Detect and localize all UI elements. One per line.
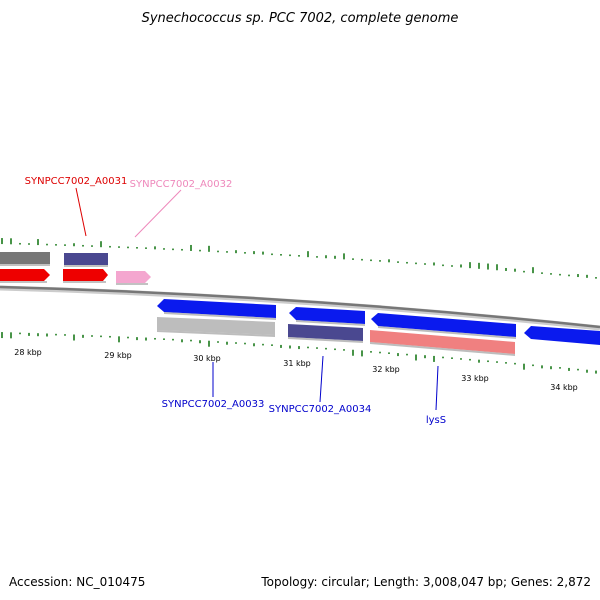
tick-label: 32 kbp <box>372 365 400 374</box>
gene-arrow[interactable] <box>63 269 108 281</box>
gene-label-syn-a0032[interactable]: SYNPCC7002_A0032 <box>130 179 233 190</box>
tick-label: 28 kbp <box>14 348 42 357</box>
gene-box-syn-a0033[interactable] <box>157 317 275 335</box>
gene-shadows-bottom <box>157 312 516 356</box>
gc-content-top-track <box>1 238 597 279</box>
gene-arrow[interactable] <box>157 299 276 318</box>
gene-label-lys-s[interactable]: lysS <box>426 415 446 426</box>
gene-arrow-lys-s[interactable] <box>371 313 516 337</box>
tick-label: 30 kbp <box>193 354 221 363</box>
gene-arrow[interactable] <box>64 253 108 265</box>
gene-arrow-syn-a0032[interactable] <box>116 271 151 283</box>
genome-backbone <box>0 285 600 329</box>
leader-line <box>75 187 87 237</box>
leader-line <box>134 189 182 238</box>
gene-shadows-top <box>0 264 148 285</box>
gene-box-syn-a0034[interactable] <box>288 324 363 341</box>
gene-arrow[interactable] <box>524 326 600 345</box>
tick-label: 34 kbp <box>550 383 578 392</box>
gene-labels: SYNPCC7002_A0031 SYNPCC7002_A0032 SYNPCC… <box>25 176 446 426</box>
genome-summary-text: Topology: circular; Length: 3,008,047 bp… <box>260 575 591 589</box>
tick-label: 33 kbp <box>461 374 489 383</box>
tick-label: 29 kbp <box>104 351 132 360</box>
accession-text: Accession: NC_010475 <box>9 575 145 589</box>
gene-label-leaders <box>75 187 439 411</box>
gene-label-syn-a0034[interactable]: SYNPCC7002_A0034 <box>269 404 372 415</box>
genome-title: Synechococcus sp. PCC 7002, complete gen… <box>142 11 459 26</box>
gc-content-bottom-track <box>1 332 597 374</box>
tick-label: 31 kbp <box>283 359 311 368</box>
leader-line <box>435 365 439 411</box>
gene-arrow-syn-a0031[interactable] <box>0 269 50 281</box>
gene-arrow[interactable] <box>0 252 50 264</box>
forward-strand-genes <box>0 252 151 283</box>
gene-label-syn-a0031[interactable]: SYNPCC7002_A0031 <box>25 176 128 187</box>
reverse-strand-genes <box>157 299 600 354</box>
gene-label-syn-a0033[interactable]: SYNPCC7002_A0033 <box>162 399 265 410</box>
kbp-scale: 28 kbp 29 kbp 30 kbp 31 kbp 32 kbp 33 kb… <box>14 348 578 392</box>
gene-arrow[interactable] <box>289 307 365 324</box>
gene-box[interactable] <box>370 330 515 354</box>
leader-line <box>319 355 324 403</box>
